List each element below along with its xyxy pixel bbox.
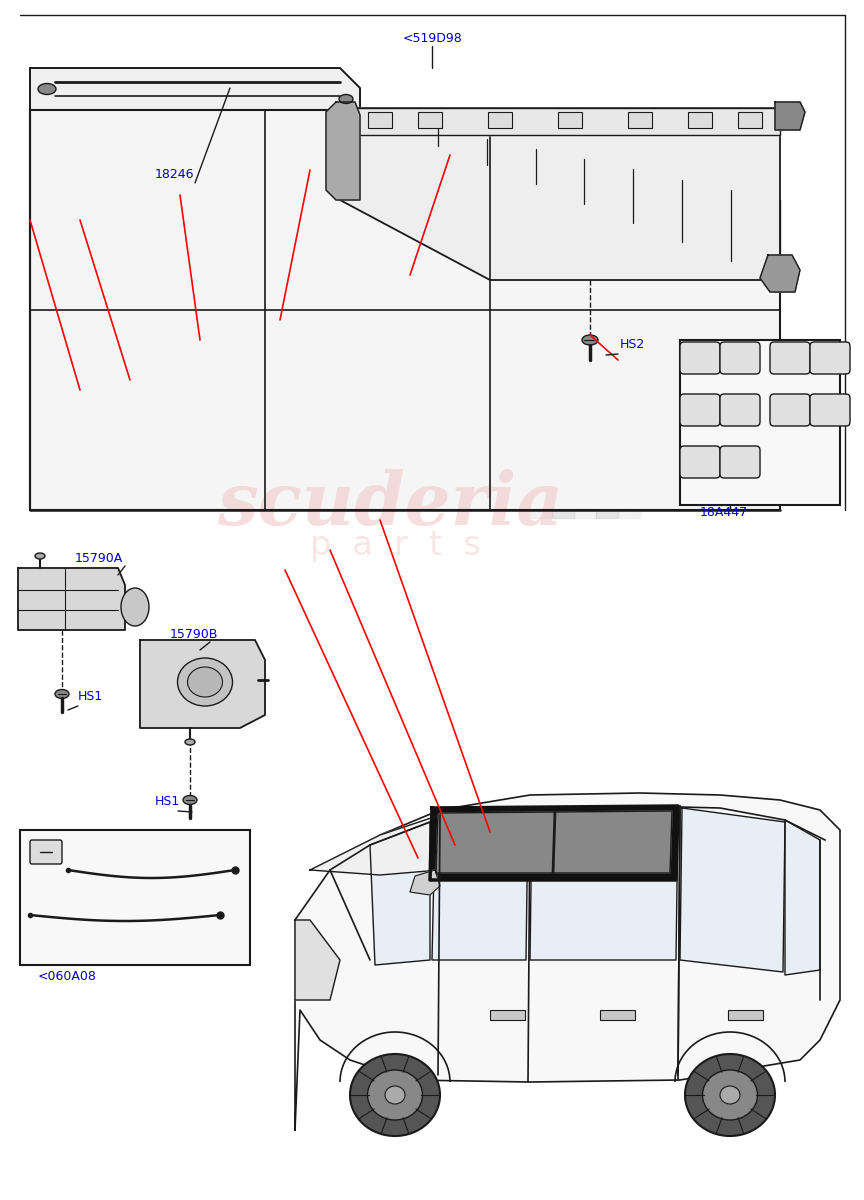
Bar xyxy=(596,430,618,452)
Ellipse shape xyxy=(35,553,45,559)
Text: HS2: HS2 xyxy=(620,338,645,350)
Bar xyxy=(574,474,596,496)
Text: HS1: HS1 xyxy=(155,794,181,808)
Text: scuderia: scuderia xyxy=(217,469,563,540)
Ellipse shape xyxy=(685,1054,775,1136)
Ellipse shape xyxy=(183,796,197,804)
Bar xyxy=(418,112,442,128)
Ellipse shape xyxy=(350,1054,440,1136)
Bar xyxy=(618,496,640,518)
Polygon shape xyxy=(295,793,840,1130)
Ellipse shape xyxy=(55,690,69,698)
Bar xyxy=(368,112,392,128)
Bar xyxy=(558,112,582,128)
Text: 15790A: 15790A xyxy=(75,552,124,565)
FancyBboxPatch shape xyxy=(770,394,810,426)
Text: p  a  r  t  s: p a r t s xyxy=(309,528,480,562)
Polygon shape xyxy=(340,108,780,134)
FancyBboxPatch shape xyxy=(680,446,720,478)
Polygon shape xyxy=(410,870,440,895)
Bar xyxy=(20,830,250,965)
FancyBboxPatch shape xyxy=(720,446,760,478)
Bar xyxy=(596,496,618,518)
Bar xyxy=(596,474,618,496)
Polygon shape xyxy=(30,68,360,110)
Ellipse shape xyxy=(720,1086,740,1104)
Polygon shape xyxy=(18,568,125,630)
Polygon shape xyxy=(326,102,360,200)
Polygon shape xyxy=(295,920,340,1000)
Polygon shape xyxy=(775,102,805,130)
Ellipse shape xyxy=(185,739,195,745)
Bar xyxy=(530,430,552,452)
FancyBboxPatch shape xyxy=(680,342,720,374)
Polygon shape xyxy=(785,820,820,974)
Polygon shape xyxy=(340,108,780,280)
Text: 18246: 18246 xyxy=(155,168,194,181)
Bar xyxy=(574,496,596,518)
Bar xyxy=(618,452,640,474)
FancyBboxPatch shape xyxy=(680,394,720,426)
Bar xyxy=(552,496,574,518)
Ellipse shape xyxy=(187,667,223,697)
FancyBboxPatch shape xyxy=(810,394,850,426)
Bar xyxy=(680,340,840,505)
Bar xyxy=(728,1010,763,1020)
FancyBboxPatch shape xyxy=(810,342,850,374)
Bar xyxy=(574,452,596,474)
Bar xyxy=(618,474,640,496)
Bar xyxy=(618,430,640,452)
Polygon shape xyxy=(760,254,800,292)
Ellipse shape xyxy=(582,335,598,346)
Bar xyxy=(552,430,574,452)
Ellipse shape xyxy=(702,1070,758,1120)
Bar xyxy=(600,1010,635,1020)
Text: 18A447: 18A447 xyxy=(700,506,748,518)
Bar xyxy=(552,474,574,496)
FancyBboxPatch shape xyxy=(720,394,760,426)
Ellipse shape xyxy=(177,658,232,706)
Text: <060A08: <060A08 xyxy=(38,970,97,983)
Bar xyxy=(490,1010,525,1020)
Bar xyxy=(596,452,618,474)
Bar xyxy=(688,112,712,128)
Bar xyxy=(488,112,512,128)
Bar xyxy=(530,496,552,518)
Ellipse shape xyxy=(385,1086,405,1104)
Polygon shape xyxy=(430,806,678,880)
Polygon shape xyxy=(530,808,678,960)
Ellipse shape xyxy=(38,84,56,95)
Polygon shape xyxy=(30,110,780,510)
FancyBboxPatch shape xyxy=(770,342,810,374)
Bar xyxy=(530,474,552,496)
Ellipse shape xyxy=(339,95,353,103)
Ellipse shape xyxy=(367,1070,422,1120)
Bar xyxy=(530,452,552,474)
Text: <519D98: <519D98 xyxy=(402,32,462,44)
Bar xyxy=(628,112,652,128)
Polygon shape xyxy=(310,815,440,875)
Polygon shape xyxy=(680,808,785,972)
FancyBboxPatch shape xyxy=(30,840,62,864)
Text: 15790B: 15790B xyxy=(170,628,219,641)
Bar xyxy=(552,452,574,474)
Polygon shape xyxy=(140,640,265,728)
Bar xyxy=(738,112,762,128)
Bar xyxy=(574,430,596,452)
Ellipse shape xyxy=(121,588,149,626)
Polygon shape xyxy=(436,811,672,874)
Polygon shape xyxy=(370,822,430,965)
FancyBboxPatch shape xyxy=(720,342,760,374)
Polygon shape xyxy=(432,810,528,960)
Text: HS1: HS1 xyxy=(78,690,104,703)
